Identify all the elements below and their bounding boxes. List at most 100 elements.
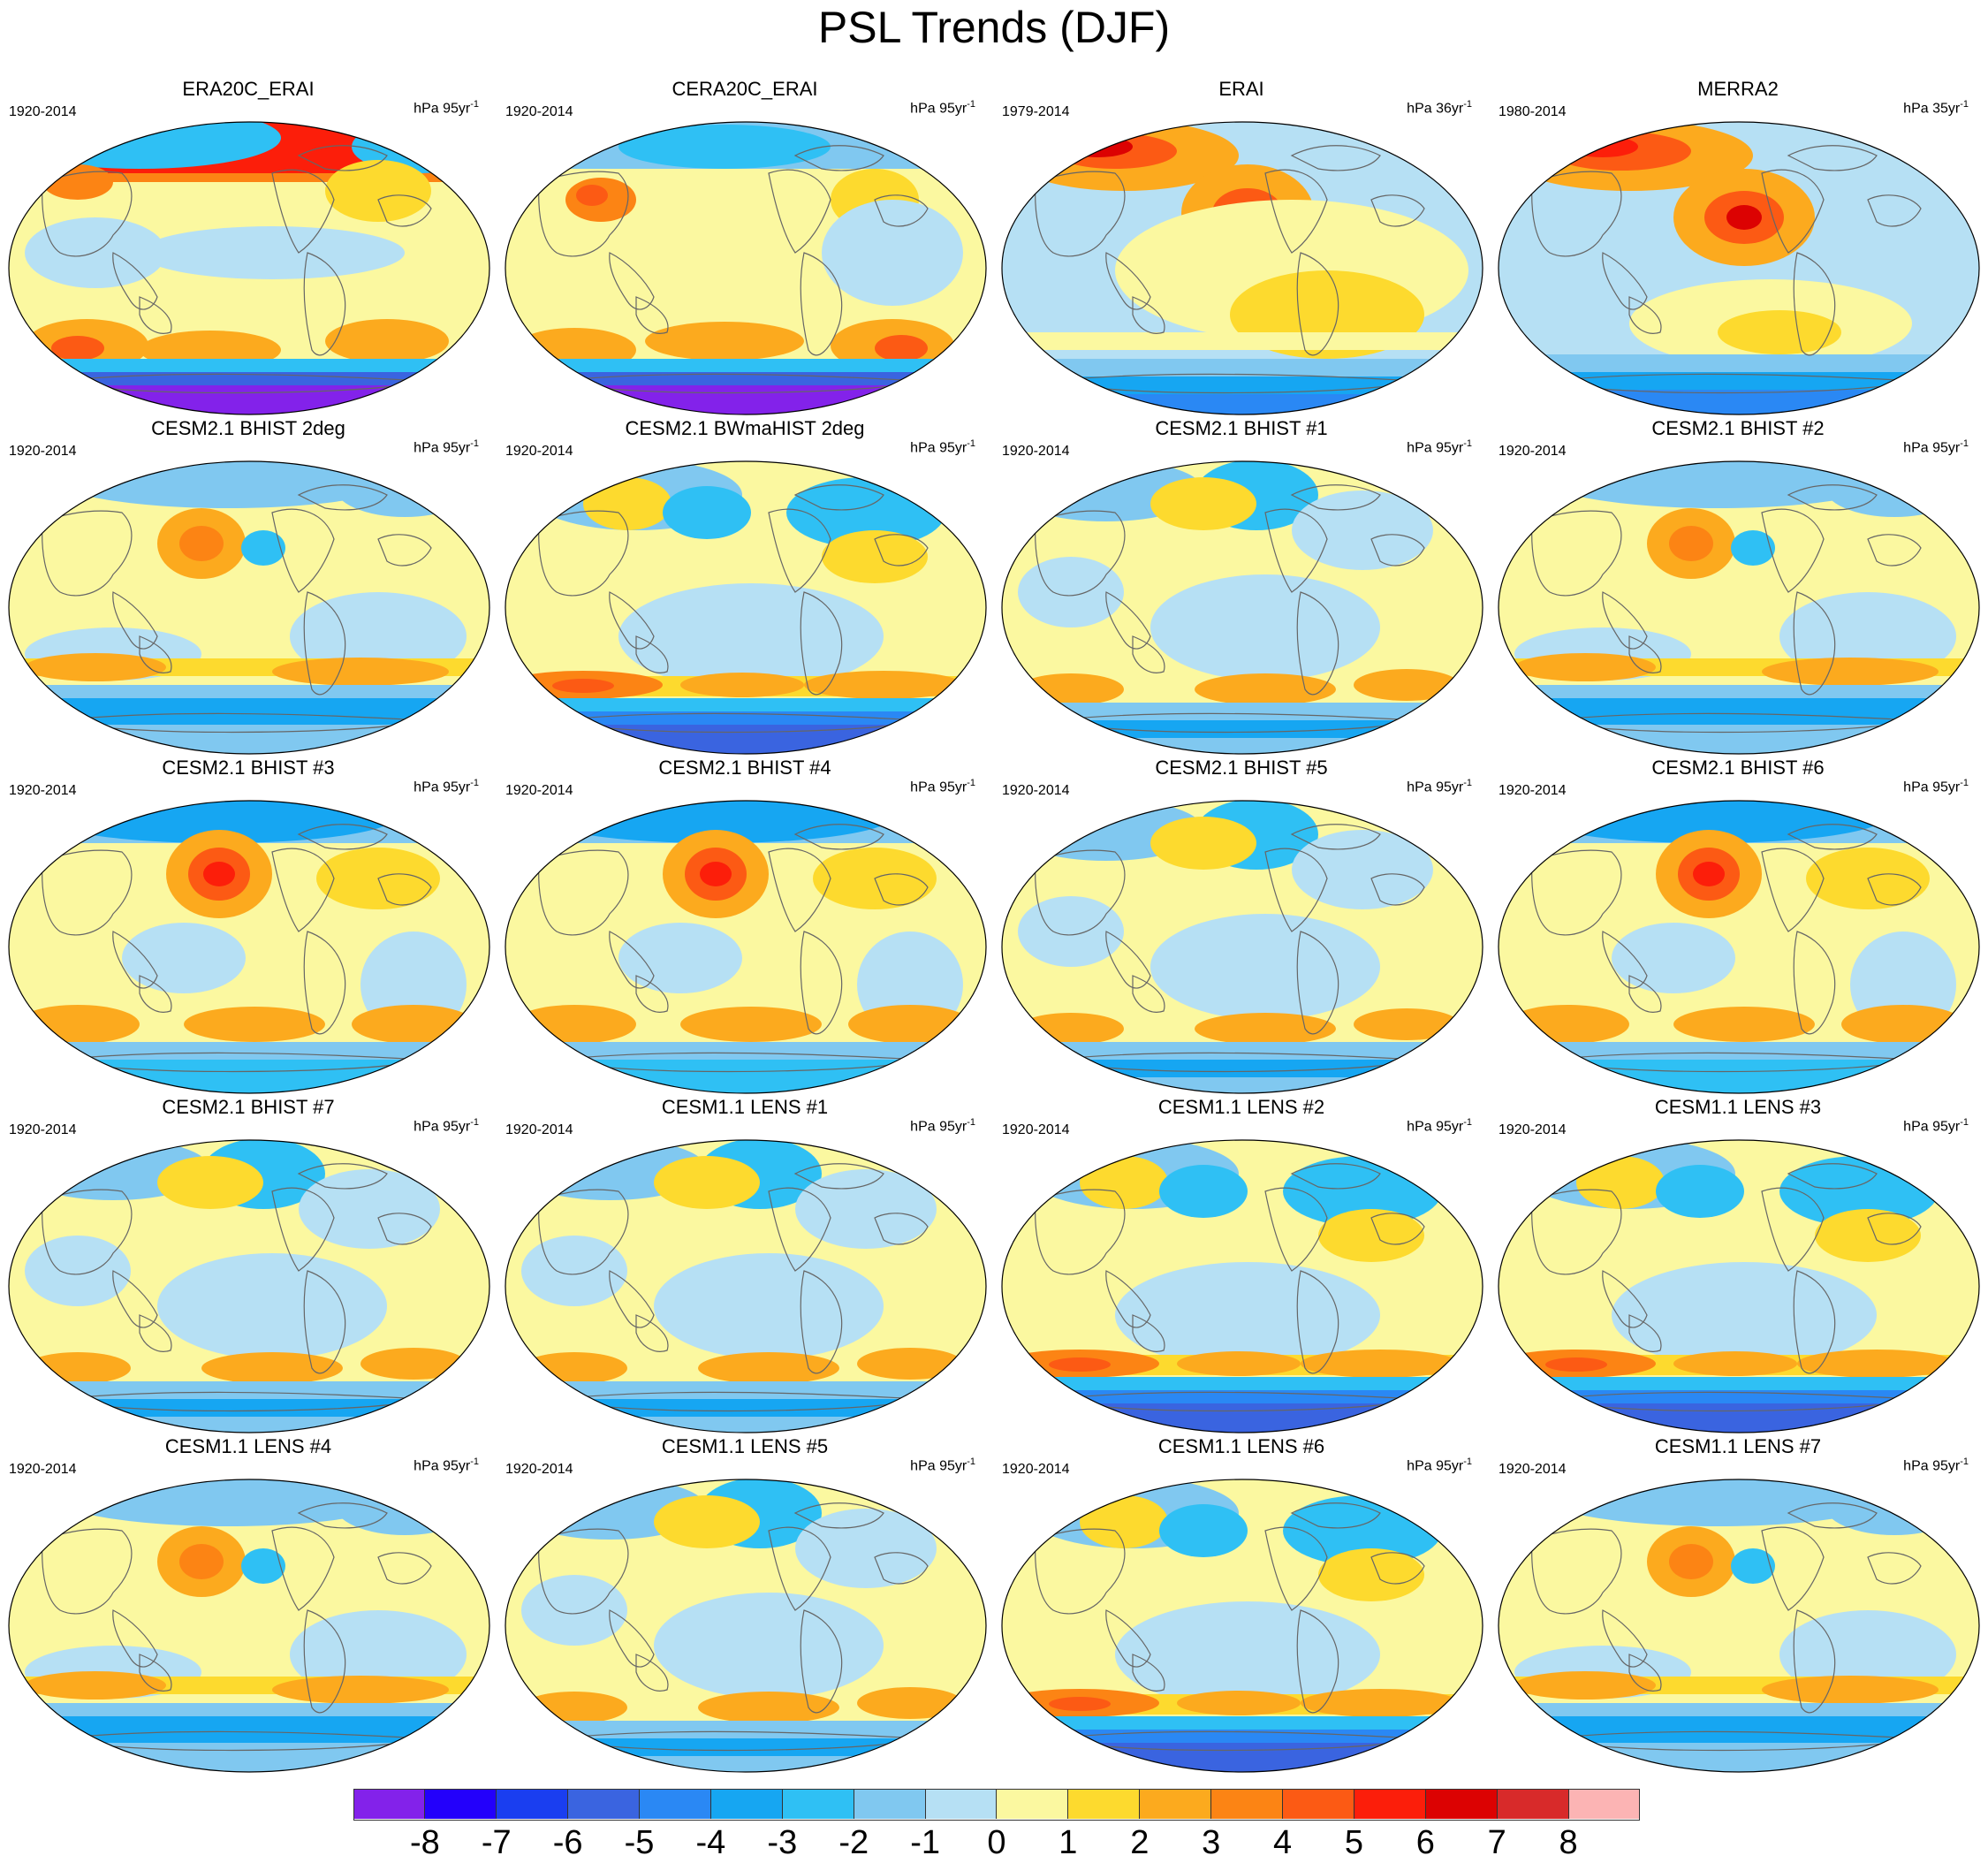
units-prefix: hPa	[1903, 1119, 1933, 1135]
trend-contour	[299, 1169, 440, 1249]
coastline	[1290, 145, 1381, 171]
trend-contour	[822, 200, 963, 306]
panel-title: CESM2.1 BWmaHIST 2deg	[625, 417, 865, 439]
coastline	[1035, 510, 1126, 597]
trend-contour	[1612, 1262, 1877, 1368]
coastline	[1531, 171, 1622, 257]
map-panel: CESM1.1 LENS #1 1920-2014 hPa 95yr-1	[497, 1096, 993, 1434]
units-exponent: -1	[1463, 1117, 1472, 1128]
coastline	[271, 848, 335, 932]
trend-contour	[1062, 136, 1133, 157]
trend-contour	[1018, 557, 1124, 627]
panel-title: CERA20C_ERAI	[672, 78, 818, 100]
coastline	[42, 1528, 133, 1615]
trend-contour	[352, 1005, 475, 1044]
colorbar-swatch	[567, 1789, 640, 1819]
panel-units: hPa 95yr-1	[414, 1456, 479, 1474]
coastline	[1867, 1213, 1922, 1245]
trend-contour	[241, 530, 285, 566]
trend-contour	[1545, 1357, 1607, 1372]
map-border	[8, 1479, 490, 1773]
coastline	[1787, 145, 1878, 171]
trend-contour	[1002, 1390, 1483, 1403]
coastline	[635, 975, 669, 1013]
colorbar-tick-label: -2	[838, 1824, 869, 1861]
map-panel: CESM2.1 BHIST #2 1920-2014 hPa 95yr-1	[1490, 417, 1986, 756]
trend-contour	[360, 1348, 467, 1380]
trend-contour	[1301, 1689, 1460, 1717]
colorbar	[353, 1789, 1640, 1821]
units-exponent: -1	[1463, 99, 1472, 110]
units-prefix: hPa	[414, 440, 444, 456]
trend-contour	[9, 1417, 489, 1433]
trend-contour	[505, 725, 986, 754]
coastline	[297, 145, 388, 171]
units-value: 95yr	[1932, 1119, 1961, 1135]
trend-contour	[1002, 1716, 1483, 1730]
trend-contour	[505, 359, 986, 372]
coastline	[303, 931, 346, 1035]
trend-contour	[1499, 1703, 1979, 1716]
trend-contour	[1049, 1357, 1111, 1372]
coastline	[1602, 252, 1648, 310]
coastline	[1793, 1609, 1836, 1714]
panel-units: hPa 95yr-1	[910, 438, 975, 456]
coastline	[1290, 1163, 1381, 1190]
map-svg	[1498, 1139, 1980, 1433]
colorbar-swatch	[997, 1789, 1069, 1819]
units-value: 95yr	[939, 1119, 967, 1135]
map-border	[1498, 1139, 1980, 1433]
units-value: 95yr	[939, 1458, 967, 1474]
coastline	[297, 824, 388, 850]
trend-contour	[51, 336, 104, 361]
coastline	[768, 169, 831, 254]
coastline	[1602, 931, 1648, 989]
trend-contour	[654, 1495, 760, 1548]
trend-contour	[1499, 1403, 1979, 1433]
coastline	[1035, 171, 1126, 257]
coastline	[1132, 296, 1165, 334]
coastline	[1370, 1552, 1425, 1585]
coastline	[1290, 484, 1381, 511]
coastline	[1035, 1528, 1126, 1615]
coastline	[1867, 194, 1922, 227]
coastline	[112, 1609, 158, 1668]
trend-contour	[25, 653, 166, 681]
units-exponent: -1	[967, 1456, 975, 1467]
colorbar-tick-label: 0	[987, 1824, 1006, 1861]
colorbar-swatch	[1283, 1789, 1355, 1819]
panel-title: ERAI	[1218, 78, 1264, 100]
units-prefix: hPa	[1407, 1119, 1437, 1135]
map-panel: CESM1.1 LENS #3 1920-2014 hPa 95yr-1	[1490, 1096, 1986, 1434]
coastline	[1628, 1654, 1662, 1692]
units-value: 95yr	[1436, 440, 1464, 456]
units-value: 95yr	[1932, 440, 1961, 456]
coastline	[793, 1163, 884, 1190]
map-panel: CESM2.1 BHIST #5 1920-2014 hPa 95yr-1	[993, 757, 1490, 1095]
trend-contour	[179, 526, 224, 561]
coastline	[800, 1270, 843, 1374]
coastline	[377, 1552, 432, 1585]
trend-contour	[1115, 1262, 1380, 1368]
map-svg	[1498, 800, 1980, 1094]
units-value: 95yr	[443, 1458, 471, 1474]
map-projection	[1000, 460, 1484, 756]
trend-contour	[1499, 1743, 1979, 1772]
trend-contour	[654, 1253, 884, 1359]
trend-contour	[122, 923, 246, 993]
units-value: 95yr	[443, 101, 471, 117]
panel-period: 1920-2014	[9, 104, 77, 119]
colorbar-swatch	[1498, 1789, 1569, 1819]
map-projection	[1000, 1138, 1484, 1434]
trend-contour	[9, 1399, 489, 1417]
trend-contour	[157, 1253, 387, 1359]
trend-contour	[576, 185, 608, 206]
map-projection	[1497, 799, 1981, 1095]
panel-units: hPa 35yr-1	[1903, 99, 1969, 117]
coastline	[874, 1213, 929, 1245]
trend-contour	[1673, 1351, 1797, 1376]
trend-contour	[618, 923, 742, 993]
coastline	[793, 145, 884, 171]
colorbar-swatch	[353, 1789, 425, 1819]
map-border	[505, 460, 987, 755]
